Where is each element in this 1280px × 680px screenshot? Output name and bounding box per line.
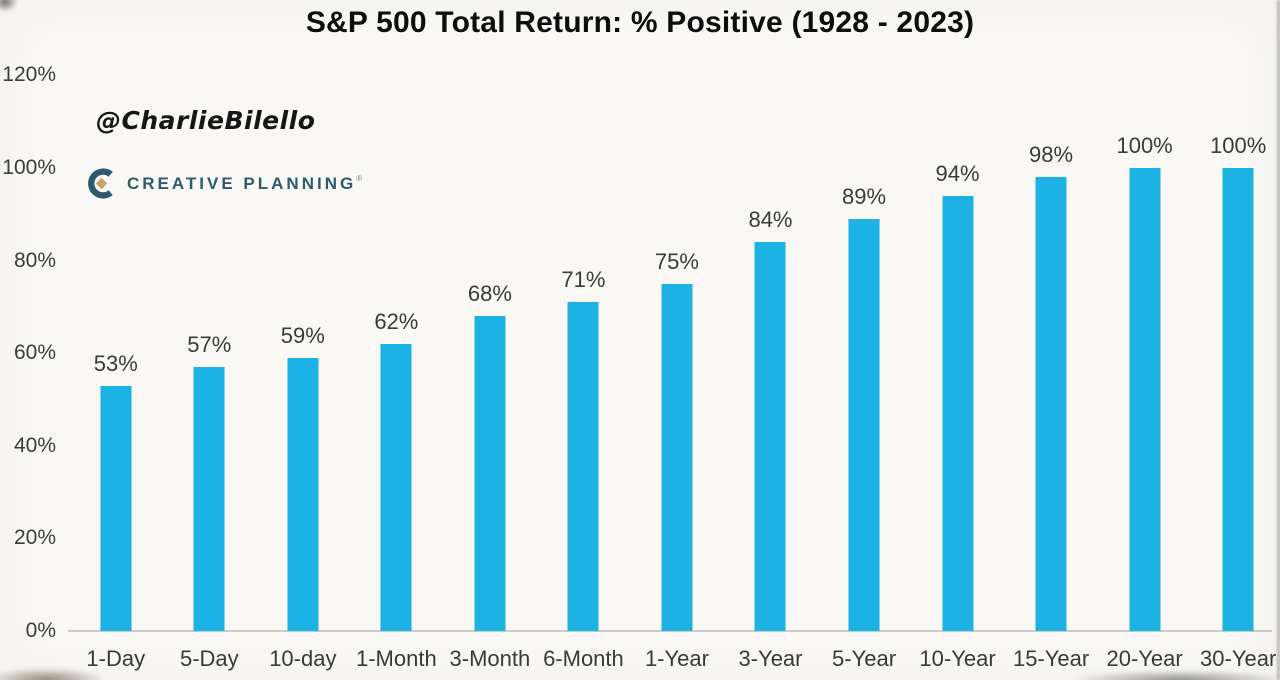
x-category-label: 1-Month (356, 646, 437, 671)
bar-column: 59% 10-day (256, 74, 350, 671)
bar-value-label: 94% (935, 160, 980, 186)
bar (1129, 168, 1161, 631)
x-category-label: 5-Year (832, 646, 897, 671)
brand-logo: CREATIVE PLANNING® (86, 168, 362, 199)
bar-column: 84% 3-Year (724, 74, 818, 671)
plot-area: 53% 1-Day 57% 5-Day 59% 10-day 62% 1-Month 68% 3-… (69, 74, 1280, 671)
y-tick-label: 0% (25, 619, 56, 642)
watermark-handle: @CharlieBilello (96, 106, 316, 135)
x-category-label: 10-day (269, 646, 337, 671)
brand-name: CREATIVE PLANNING® (127, 173, 363, 193)
bar-column: 68% 3-Month (443, 74, 537, 671)
x-category-label: 6-Month (543, 646, 624, 671)
bar (193, 367, 225, 631)
bar (474, 316, 506, 631)
bar-column: 53% 1-Day (69, 74, 163, 671)
bar (380, 343, 412, 631)
bar (754, 242, 786, 631)
bar-column: 89% 5-Year (817, 74, 911, 671)
bar-column: 71% 6-Month (537, 74, 631, 671)
bar-value-label: 75% (654, 248, 699, 274)
bar (567, 302, 599, 631)
bar-column: 62% 1-Month (350, 74, 444, 671)
creative-planning-c-icon (88, 168, 113, 199)
bar-value-label: 89% (841, 183, 887, 209)
x-category-label: 3-Year (738, 646, 803, 671)
bar-value-label: 59% (280, 322, 325, 348)
bar-column: 100% 30-Year (1191, 74, 1280, 671)
bar (848, 218, 880, 631)
y-tick-label: 120% (2, 63, 56, 87)
bar (287, 357, 319, 631)
y-tick-label: 80% (13, 248, 56, 272)
bar-column: 98% 15-Year (1004, 74, 1098, 671)
x-category-label: 3-Month (449, 646, 531, 671)
x-category-label: 20-Year (1106, 646, 1183, 671)
bar-value-label: 71% (561, 267, 606, 293)
bar-column: 100% 20-Year (1098, 74, 1192, 671)
x-category-label: 15-Year (1012, 646, 1090, 671)
trademark-mark: ® (356, 173, 363, 183)
x-axis-line (68, 630, 1272, 632)
bar (1035, 177, 1067, 631)
y-tick-label: 20% (13, 526, 56, 550)
bar-column: 75% 1-Year (630, 74, 724, 671)
bar-column: 57% 5-Day (163, 74, 257, 671)
x-category-label: 5-Day (179, 646, 239, 671)
bar-value-label: 100% (1116, 133, 1173, 158)
bar-value-label: 53% (93, 350, 138, 376)
x-category-label: 1-Year (644, 646, 709, 671)
bar (661, 283, 693, 631)
x-category-label: 10-Year (919, 646, 996, 671)
x-category-label: 1-Day (86, 646, 146, 671)
bar (100, 385, 132, 631)
bar (942, 195, 974, 631)
x-category-label: 30-Year (1200, 646, 1277, 671)
bar-value-label: 84% (748, 207, 793, 233)
bar-value-label: 100% (1210, 133, 1267, 158)
y-tick-label: 40% (13, 433, 56, 457)
bar-value-label: 68% (467, 281, 512, 307)
chart-title: S&P 500 Total Return: % Positive (1928 -… (305, 6, 975, 39)
bar-value-label: 62% (374, 308, 419, 334)
y-tick-label: 60% (13, 341, 56, 365)
bar-value-label: 57% (187, 332, 232, 358)
y-tick-label: 100% (2, 156, 56, 179)
bar-column: 94% 10-Year (911, 74, 1005, 671)
bar (1222, 168, 1254, 631)
bar-value-label: 98% (1029, 142, 1074, 168)
